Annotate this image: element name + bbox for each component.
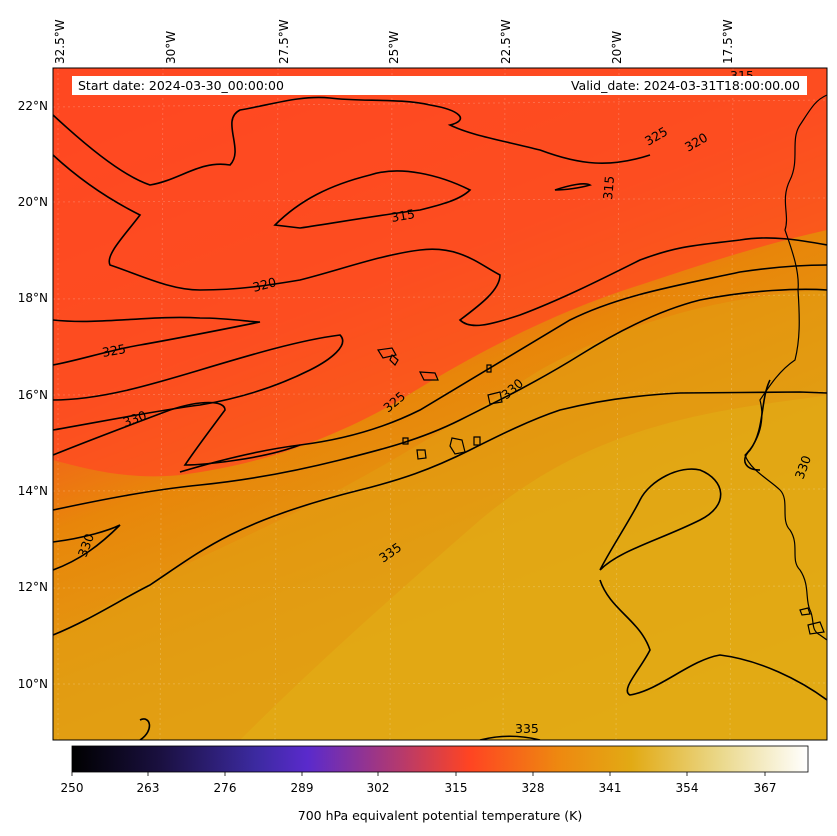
lat-label: 18°N bbox=[17, 291, 48, 305]
contour-335-sw bbox=[139, 718, 151, 740]
lat-label: 20°N bbox=[17, 195, 48, 209]
contour-335-loop bbox=[599, 468, 827, 701]
lon-label: 32.5°W bbox=[53, 19, 67, 64]
lat-label: 16°N bbox=[17, 388, 48, 402]
colorbar-tick-label: 367 bbox=[753, 781, 777, 795]
contour-335-s bbox=[479, 735, 541, 740]
start-date: Start date: 2024-03-30_00:00:00 bbox=[78, 78, 284, 93]
cape-verde-2 bbox=[418, 371, 439, 381]
contour-315-center bbox=[273, 170, 472, 229]
contour-label: 320 bbox=[251, 274, 278, 295]
colorbar-tick-label: 263 bbox=[136, 781, 160, 795]
contour-325-main bbox=[179, 264, 827, 473]
cape-verde-7 bbox=[416, 449, 427, 460]
cape-verde-9 bbox=[389, 354, 399, 366]
lon-label: 30°W bbox=[164, 30, 178, 64]
lat-label: 12°N bbox=[17, 580, 48, 594]
coastline bbox=[377, 94, 827, 641]
africa-coast bbox=[744, 94, 827, 641]
colorbar bbox=[71, 745, 809, 773]
contour-330-main bbox=[53, 288, 827, 511]
lat-label: 14°N bbox=[17, 484, 48, 498]
lon-label: 17.5°W bbox=[721, 19, 735, 64]
cape-verde-6 bbox=[473, 436, 481, 446]
colorbar-tick-label: 302 bbox=[366, 781, 390, 795]
colorbar-tick-label: 276 bbox=[213, 781, 237, 795]
colorbar-tick-label: 354 bbox=[675, 781, 699, 795]
cape-verde-8 bbox=[402, 437, 409, 445]
cape-verde-1 bbox=[377, 347, 397, 359]
contour-330 bbox=[53, 401, 301, 466]
map-frame bbox=[52, 67, 828, 741]
colorbar-ticks bbox=[71, 772, 766, 776]
cape-verde-4 bbox=[487, 391, 503, 405]
contour-label: 315 bbox=[600, 175, 617, 200]
warmest-air-region bbox=[240, 395, 827, 740]
contour-330-west bbox=[53, 524, 121, 571]
contour-325 bbox=[53, 316, 261, 366]
contour-label: 325 bbox=[101, 341, 127, 360]
contour-315-east bbox=[554, 183, 592, 191]
contour-label: 315 bbox=[390, 206, 416, 225]
colorbar-tick-label: 250 bbox=[60, 781, 84, 795]
contour-lines bbox=[53, 96, 827, 740]
valid-date: Valid_date: 2024-03-31T18:00:00.00 bbox=[570, 78, 800, 93]
colorbar-label: 700 hPa equivalent potential temperature… bbox=[297, 808, 583, 823]
bijagos-1 bbox=[799, 607, 811, 616]
lat-label: 10°N bbox=[17, 677, 48, 691]
colorbar-tick-label: 289 bbox=[290, 781, 314, 795]
colorbar-tick-label: 328 bbox=[521, 781, 545, 795]
lon-label: 20°W bbox=[610, 30, 624, 64]
contour-label: 335 bbox=[515, 721, 539, 736]
cape-verde-5 bbox=[449, 437, 466, 455]
contour-335 bbox=[53, 391, 827, 636]
bijagos-2 bbox=[807, 621, 825, 635]
colorbar-tick-label: 315 bbox=[444, 781, 468, 795]
lat-label: 22°N bbox=[17, 99, 48, 113]
field-layer: 315 315 320 320 325 325 325 330 330 330 … bbox=[53, 68, 827, 740]
cape-verde-3 bbox=[486, 364, 492, 373]
cool-air-region bbox=[53, 68, 827, 477]
lon-label: 27.5°W bbox=[277, 19, 291, 64]
colorbar-tick-label: 341 bbox=[598, 781, 622, 795]
contour-315-north bbox=[53, 96, 651, 186]
lon-label: 22.5°W bbox=[499, 19, 513, 64]
lon-label: 25°W bbox=[387, 30, 401, 64]
contour-320 bbox=[53, 154, 827, 327]
date-header: Start date: 2024-03-30_00:00:00 Valid_da… bbox=[72, 76, 807, 95]
